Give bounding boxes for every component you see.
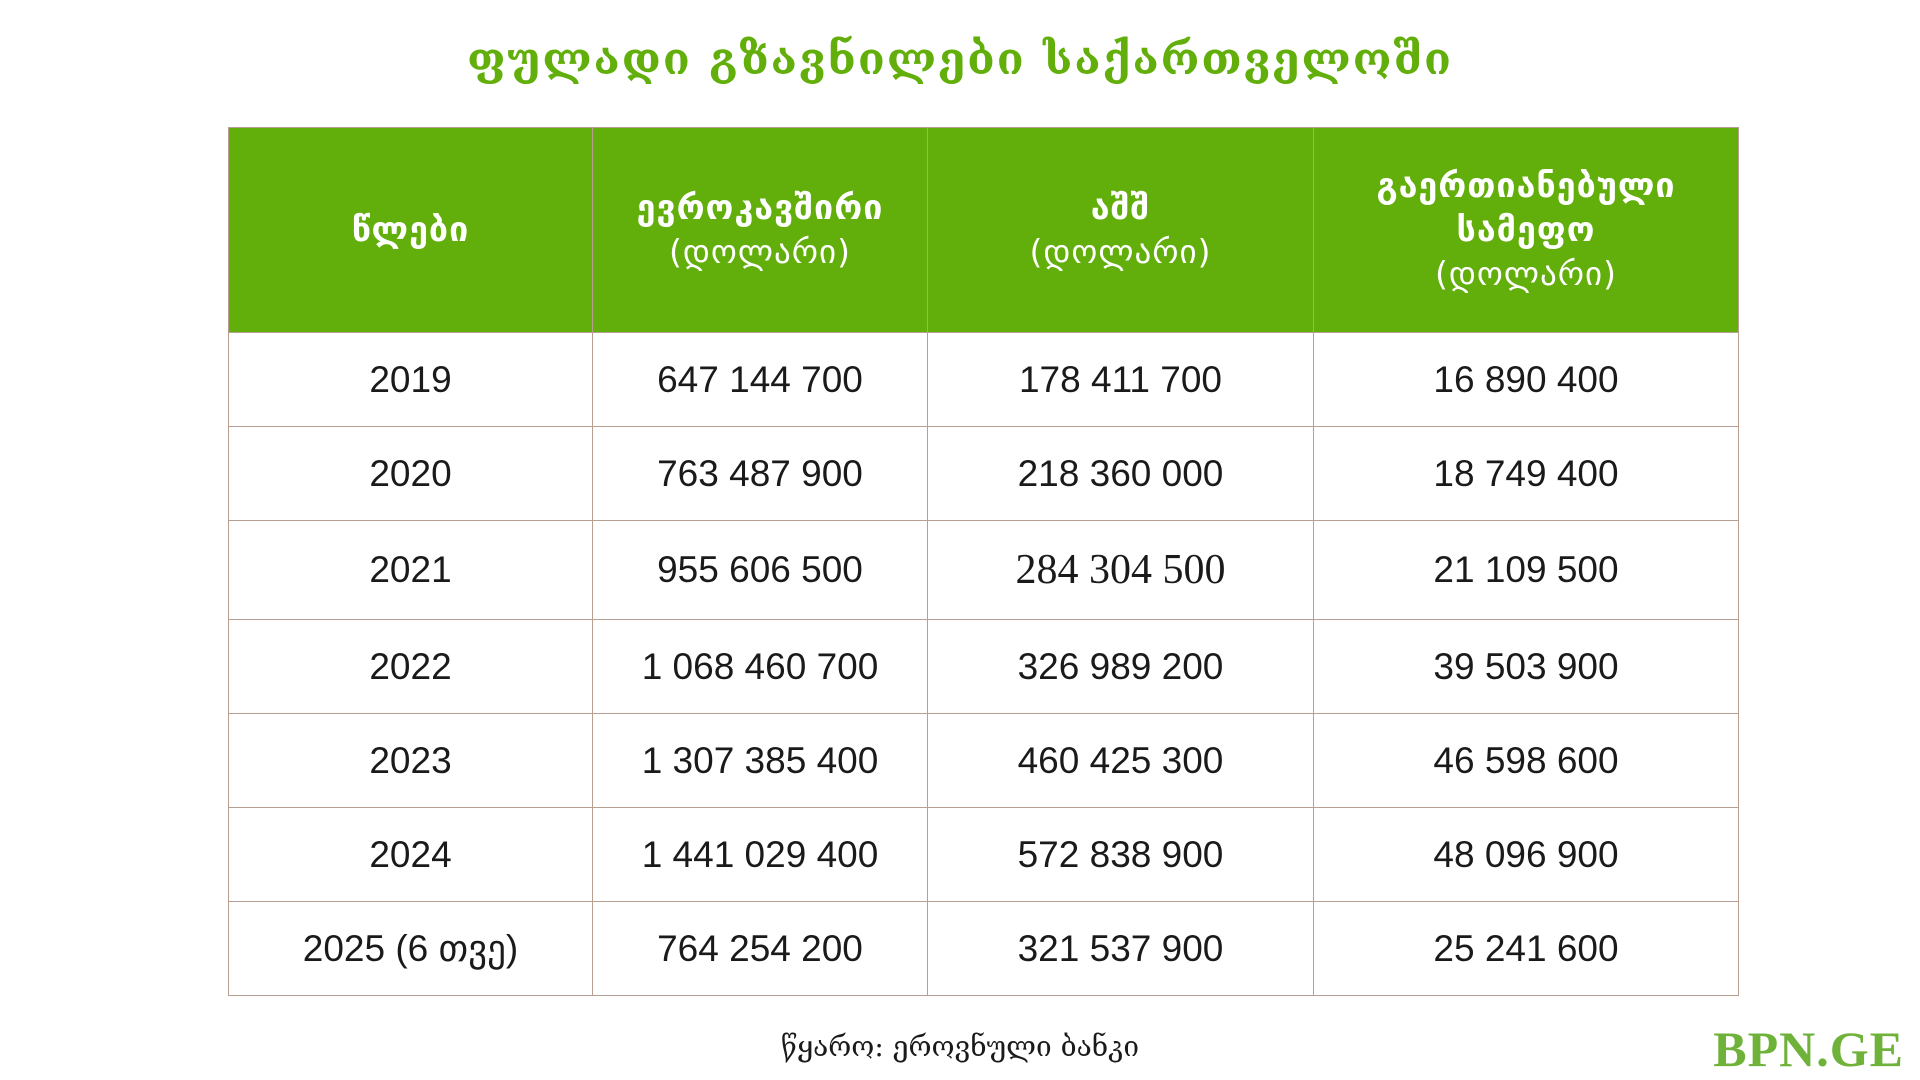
cell-usa: 460 425 300	[927, 713, 1314, 808]
brand-logo: BPN.GE	[1713, 1021, 1904, 1077]
cell-year: 2023	[228, 713, 593, 808]
header-uk: გაერთიანებული სამეფო (დოლარი)	[1313, 127, 1739, 333]
header-label: აშშ	[1090, 188, 1151, 228]
header-label: გაერთიანებული სამეფო	[1376, 166, 1676, 250]
cell-year: 2020	[228, 426, 593, 521]
cell-uk: 16 890 400	[1313, 332, 1739, 427]
table-row: 2021 955 606 500 284 304 500 21 109 500	[228, 520, 1739, 620]
cell-usa: 321 537 900	[927, 901, 1314, 996]
cell-year: 2025 (6 თვე)	[228, 901, 593, 996]
table-row: 2025 (6 თვე) 764 254 200 321 537 900 25 …	[228, 901, 1739, 996]
header-label: ევროკავშირი	[636, 188, 884, 228]
cell-usa: 218 360 000	[927, 426, 1314, 521]
cell-eu: 763 487 900	[592, 426, 928, 521]
cell-uk: 18 749 400	[1313, 426, 1739, 521]
table-row: 2023 1 307 385 400 460 425 300 46 598 60…	[228, 713, 1739, 808]
cell-uk: 46 598 600	[1313, 713, 1739, 808]
header-years: წლები	[228, 127, 593, 333]
cell-year: 2019	[228, 332, 593, 427]
table-row: 2019 647 144 700 178 411 700 16 890 400	[228, 332, 1739, 427]
table-row: 2020 763 487 900 218 360 000 18 749 400	[228, 426, 1739, 521]
cell-eu: 1 307 385 400	[592, 713, 928, 808]
cell-usa: 326 989 200	[927, 619, 1314, 714]
cell-uk: 21 109 500	[1313, 520, 1739, 620]
header-unit: (დოლარი)	[1029, 232, 1212, 271]
cell-usa: 572 838 900	[927, 807, 1314, 902]
table-header-row: წლები ევროკავშირი (დოლარი) აშშ (დოლარი) …	[228, 127, 1739, 333]
cell-uk: 25 241 600	[1313, 901, 1739, 996]
cell-uk: 39 503 900	[1313, 619, 1739, 714]
page-title: ფულადი გზავნილები საქართველოში	[467, 34, 1453, 85]
cell-usa: 284 304 500	[927, 520, 1314, 620]
cell-uk: 48 096 900	[1313, 807, 1739, 902]
cell-eu: 647 144 700	[592, 332, 928, 427]
table-row: 2024 1 441 029 400 572 838 900 48 096 90…	[228, 807, 1739, 902]
cell-eu: 764 254 200	[592, 901, 928, 996]
cell-eu: 1 068 460 700	[592, 619, 928, 714]
cell-year: 2024	[228, 807, 593, 902]
cell-usa: 178 411 700	[927, 332, 1314, 427]
header-unit: (დოლარი)	[669, 232, 851, 271]
header-eu: ევროკავშირი (დოლარი)	[592, 127, 928, 333]
header-label: წლები	[351, 210, 470, 250]
table-row: 2022 1 068 460 700 326 989 200 39 503 90…	[228, 619, 1739, 714]
cell-year: 2021	[228, 520, 593, 620]
cell-eu: 955 606 500	[592, 520, 928, 620]
header-unit: (დოლარი)	[1435, 254, 1617, 293]
source-note: წყარო: ეროვნული ბანკი	[780, 1030, 1140, 1063]
cell-year: 2022	[228, 619, 593, 714]
cell-eu: 1 441 029 400	[592, 807, 928, 902]
remittances-table: წლები ევროკავშირი (დოლარი) აშშ (დოლარი) …	[228, 127, 1739, 996]
header-usa: აშშ (დოლარი)	[927, 127, 1314, 333]
